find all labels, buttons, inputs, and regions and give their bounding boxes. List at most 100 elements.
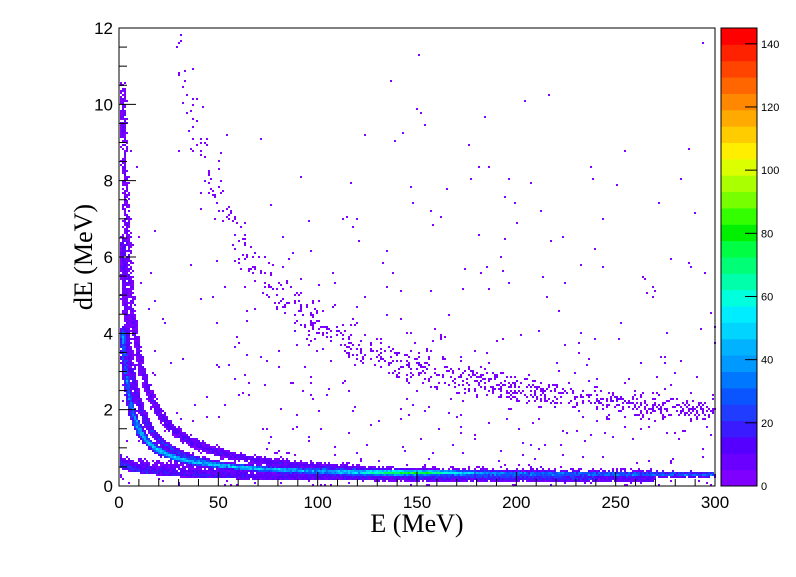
density-cell <box>592 468 594 470</box>
density-cell <box>218 466 220 468</box>
density-cell <box>658 202 660 204</box>
density-cell <box>460 432 462 434</box>
density-cell <box>404 354 406 356</box>
density-cell <box>386 474 388 476</box>
density-cell <box>600 476 602 478</box>
density-cell <box>136 350 138 352</box>
density-cell <box>420 112 422 114</box>
density-cell <box>234 216 236 218</box>
density-cell <box>192 444 194 446</box>
density-cell <box>300 472 302 474</box>
density-cell <box>570 476 572 478</box>
density-cell <box>196 472 198 474</box>
density-cell <box>538 476 540 478</box>
density-cell <box>120 126 122 128</box>
density-cell <box>180 472 182 474</box>
density-cell <box>256 470 258 472</box>
density-cell <box>452 380 454 382</box>
density-cell <box>644 278 646 280</box>
density-cell <box>358 476 360 478</box>
density-cell <box>660 472 662 474</box>
density-cell <box>558 310 560 312</box>
density-cell <box>146 378 148 380</box>
density-cell <box>124 260 126 262</box>
density-cell <box>216 466 218 468</box>
density-cell <box>120 334 122 336</box>
density-cell <box>136 410 138 412</box>
density-cell <box>628 402 630 404</box>
density-cell <box>176 432 178 434</box>
density-cell <box>158 448 160 450</box>
density-cell <box>588 380 590 382</box>
density-cell <box>126 344 128 346</box>
density-cell <box>250 476 252 478</box>
density-cell <box>690 476 692 478</box>
density-cell <box>256 474 258 476</box>
density-cell <box>244 244 246 246</box>
density-cell <box>124 250 126 252</box>
density-cell <box>658 472 660 474</box>
density-cell <box>712 472 714 474</box>
density-cell <box>132 466 134 468</box>
density-cell <box>188 452 190 454</box>
density-cell <box>596 478 598 480</box>
density-cell <box>152 406 154 408</box>
density-cell <box>132 414 134 416</box>
density-cell <box>544 480 546 482</box>
density-cell <box>122 330 124 332</box>
density-cell <box>308 466 310 468</box>
density-cell <box>206 416 208 418</box>
density-cell <box>552 400 554 402</box>
density-cell <box>132 462 134 464</box>
density-cell <box>242 464 244 466</box>
density-cell <box>128 374 130 376</box>
density-cell <box>572 476 574 478</box>
density-cell <box>290 478 292 480</box>
density-cell <box>134 336 136 338</box>
density-cell <box>498 396 500 398</box>
density-cell <box>488 422 490 424</box>
density-cell <box>154 400 156 402</box>
density-cell <box>454 382 456 384</box>
density-cell <box>304 476 306 478</box>
density-cell <box>136 328 138 330</box>
density-cell <box>154 450 156 452</box>
density-cell <box>228 458 230 460</box>
density-cell <box>308 478 310 480</box>
density-cell <box>280 476 282 478</box>
density-cell <box>698 414 700 416</box>
colorbar-swatch <box>721 93 757 111</box>
density-cell <box>474 468 476 470</box>
density-cell <box>294 302 296 304</box>
density-cell <box>260 356 262 358</box>
density-cell <box>504 464 506 466</box>
density-cell <box>206 444 208 446</box>
density-cell <box>236 468 238 470</box>
density-cell <box>608 476 610 478</box>
density-cell <box>446 370 448 372</box>
density-cell <box>292 474 294 476</box>
density-cell <box>358 478 360 480</box>
density-cell <box>186 454 188 456</box>
density-cell <box>184 438 186 440</box>
density-cell <box>288 472 290 474</box>
density-cell <box>342 464 344 466</box>
density-cell <box>124 232 126 234</box>
density-cell <box>138 400 140 402</box>
density-cell <box>252 476 254 478</box>
density-cell <box>474 470 476 472</box>
density-cell <box>468 390 470 392</box>
density-cell <box>130 412 132 414</box>
density-cell <box>474 434 476 436</box>
density-cell <box>314 338 316 340</box>
density-cell <box>330 466 332 468</box>
density-cell <box>348 356 350 358</box>
density-cell <box>348 470 350 472</box>
density-cell <box>490 470 492 472</box>
density-cell <box>208 452 210 454</box>
density-cell <box>126 228 128 230</box>
density-cell <box>136 348 138 350</box>
density-cell <box>634 414 636 416</box>
density-cell <box>182 476 184 478</box>
density-cell <box>130 312 132 314</box>
